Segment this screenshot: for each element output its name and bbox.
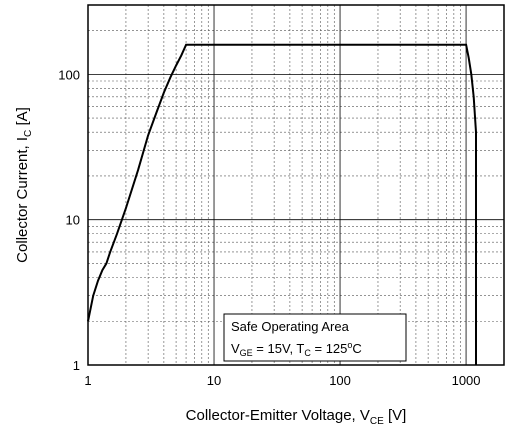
soa-series-line [87,43,477,365]
legend-box: Safe Operating Area VGE = 15V, TC = 125o… [223,313,407,362]
x-tick-label: 1000 [452,373,481,388]
x-tick-label: 10 [207,373,221,388]
y-axis-title: Collector Current, IC [A] [14,107,34,263]
x-axis-title: Collector-Emitter Voltage, VCE [V] [186,407,407,427]
x-tick-labels: 1 10 100 1000 [84,373,480,388]
legend-line2: VGE = 15V, TC = 125oC [231,340,362,358]
minor-grid [88,5,504,365]
x-tick-label: 1 [84,373,91,388]
legend-line1: Safe Operating Area [231,319,350,334]
y-tick-label: 1 [73,358,80,373]
x-tick-label: 100 [329,373,351,388]
y-tick-label: 10 [66,213,80,228]
y-tick-labels: 1 10 100 [58,67,80,373]
y-tick-label: 100 [58,67,80,82]
plot-frame [87,4,505,366]
major-grid [88,5,504,365]
